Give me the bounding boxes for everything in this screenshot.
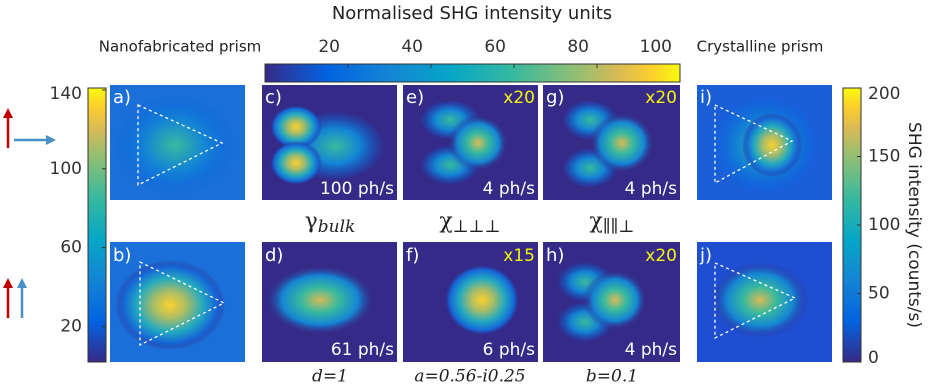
- panel-label: c): [265, 87, 282, 108]
- column-label: χ⊥⊥⊥: [439, 209, 500, 237]
- tick-label: 20: [60, 317, 82, 337]
- tick-label: 100: [640, 37, 672, 57]
- panel-rate: 100 ph/s: [320, 179, 394, 199]
- symbol: χ: [439, 209, 452, 234]
- subscript: ⊥⊥⊥: [453, 217, 501, 237]
- panel-texts: a) b) c) 100 ph/s d) 61 ph/s e) x20 4 ph…: [113, 87, 712, 360]
- panel-label: h): [546, 245, 564, 266]
- panel-label: f): [406, 245, 419, 266]
- tick-label: 60: [484, 37, 506, 57]
- panel-label: i): [700, 87, 712, 108]
- left-colorbar: [87, 87, 107, 363]
- left-title: Nanofabricated prism: [99, 38, 262, 56]
- panel-label: a): [113, 87, 131, 108]
- parameter: d=1: [312, 367, 348, 387]
- tick-label: 20: [318, 37, 340, 57]
- top-colorbar: [264, 63, 681, 83]
- right-title: Crystalline prism: [697, 38, 824, 56]
- panel-images: [110, 85, 832, 362]
- panel-label: d): [265, 245, 283, 266]
- panel-rate: 6 ph/s: [483, 340, 536, 360]
- parameter: a=0.56-i0.25: [414, 367, 525, 387]
- panel-rate: 4 ph/s: [483, 179, 536, 199]
- panel-label: e): [406, 87, 424, 108]
- panel-label: j): [699, 245, 712, 266]
- symbol: γ: [305, 209, 318, 234]
- subscript: ∥∥⊥: [603, 217, 635, 237]
- panel-rate: 4 ph/s: [625, 179, 678, 199]
- panel-factor: x20: [645, 246, 677, 266]
- right-axis-label: SHG intensity (counts/s): [904, 122, 924, 328]
- panel-factor: x20: [645, 88, 677, 108]
- tick-label: 50: [868, 284, 890, 304]
- top-colorbar-title: Normalised SHG intensity units: [332, 3, 612, 24]
- column-label: χ∥∥⊥: [589, 209, 634, 237]
- panel-label: b): [113, 245, 131, 266]
- polarisation-arrows: [3, 108, 56, 318]
- tick-label: 0: [868, 348, 879, 368]
- panel-factor: x15: [503, 246, 535, 266]
- tick-label: 80: [567, 37, 589, 57]
- panel-rate: 61 ph/s: [331, 340, 394, 360]
- panel-label: g): [546, 87, 564, 108]
- panel-factor: x20: [503, 88, 535, 108]
- symbol: χ: [589, 209, 602, 234]
- tick-label: 40: [401, 37, 423, 57]
- tick-label: 150: [868, 147, 900, 167]
- tick-label: 100: [50, 159, 82, 179]
- parameter: b=0.1: [586, 367, 638, 387]
- tick-label: 100: [868, 215, 900, 235]
- tick-label: 140: [50, 84, 82, 104]
- tick-label: 200: [868, 84, 900, 104]
- subscript: bulk: [318, 217, 356, 237]
- panel-rate: 4 ph/s: [625, 340, 678, 360]
- tick-label: 60: [60, 238, 82, 258]
- column-label: γbulk: [305, 209, 356, 237]
